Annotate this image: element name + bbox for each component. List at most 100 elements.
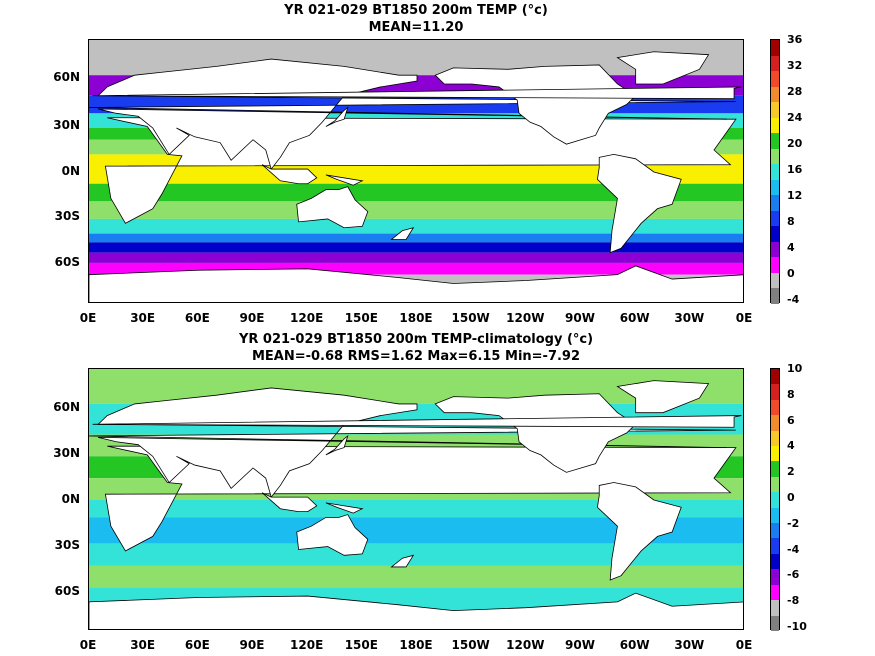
ocean-band <box>89 183 743 202</box>
colorbar-segment <box>771 507 779 524</box>
landmass <box>92 86 742 100</box>
colorbar-label: -6 <box>787 568 800 582</box>
panel1-ylabel: 30S <box>54 209 80 223</box>
panel2-title: YR 021-029 BT1850 200m TEMP-climatology … <box>238 332 594 347</box>
colorbar-label: 4 <box>787 241 795 254</box>
colorbar-segment <box>771 257 779 273</box>
colorbar-segment <box>771 430 779 447</box>
colorbar-segment <box>771 600 779 616</box>
landmass <box>296 186 369 229</box>
landmass <box>390 227 415 240</box>
colorbar-segment <box>771 179 779 196</box>
landmass <box>89 592 743 629</box>
panel2-ylabel: 0N <box>61 492 80 506</box>
panel2-xlabel: 0E <box>79 638 97 652</box>
panel1-ylabel: 30N <box>53 118 80 132</box>
colorbar-segment <box>771 241 779 258</box>
colorbar-label: 8 <box>787 387 795 401</box>
landmass <box>596 153 682 254</box>
colorbar-segment <box>771 164 779 180</box>
panel2-xlabel: 30E <box>130 638 156 652</box>
ocean-band <box>89 565 743 588</box>
panel2-xlabel: 30W <box>674 638 705 652</box>
panel1-xlabel: 90E <box>239 311 265 325</box>
colorbar-label: 28 <box>787 85 803 98</box>
ocean-band <box>89 233 743 243</box>
ocean-band <box>89 218 743 234</box>
panel2-ylabel: 30N <box>53 446 80 460</box>
panel1-mean: MEAN=11.20 <box>368 20 464 35</box>
panel2-xlabel: 150E <box>344 638 378 652</box>
ocean-band <box>89 201 743 219</box>
colorbar-segment <box>771 148 779 165</box>
colorbar-segment <box>771 476 779 493</box>
colorbar-label: 24 <box>787 111 803 124</box>
colorbar-segment <box>771 569 779 585</box>
panel2-xlabel: 60W <box>619 638 650 652</box>
colorbar-segment <box>771 102 779 118</box>
panel2-xlabel: 60E <box>184 638 210 652</box>
colorbar-segment <box>771 523 779 539</box>
panel2-stats: MEAN=-0.68 RMS=1.62 Max=6.15 Min=-7.92 <box>251 349 581 364</box>
colorbar-segment <box>771 40 779 56</box>
panel1-title: YR 021-029 BT1850 200m TEMP (°c) <box>284 3 548 18</box>
panel1-xlabel: 30W <box>674 311 705 325</box>
colorbar-label: -4 <box>787 293 800 306</box>
panel2-xlabel: 120E <box>290 638 324 652</box>
colorbar-segment <box>771 71 779 87</box>
colorbar-segment <box>771 584 779 601</box>
ocean-band <box>89 262 743 275</box>
colorbar-label: 8 <box>787 215 795 228</box>
colorbar-segment <box>771 461 779 477</box>
colorbar-label: 32 <box>787 59 803 72</box>
landmass <box>261 164 318 185</box>
colorbar-segment <box>771 288 779 304</box>
colorbar-segment <box>771 399 779 416</box>
colorbar-segment <box>771 195 779 211</box>
panel2-xlabel: 150W <box>451 638 490 652</box>
panel1-xlabel: 60W <box>619 311 650 325</box>
colorbar-segment <box>771 369 779 385</box>
colorbar-segment <box>771 272 779 289</box>
colorbar-segment <box>771 55 779 72</box>
panel2-xlabel: 120W <box>506 638 545 652</box>
panel1-ylabel: 60S <box>54 255 80 269</box>
panel1-map <box>88 39 744 303</box>
panel1-xlabel: 120W <box>506 311 545 325</box>
colorbar-label: -8 <box>787 594 800 608</box>
colorbar-segment <box>771 538 779 554</box>
colorbar-label: -2 <box>787 516 800 530</box>
panel2-ylabel: 60S <box>54 584 80 598</box>
landmass <box>325 434 349 456</box>
panel2-xlabel: 0E <box>735 638 753 652</box>
panel1-ylabel: 60N <box>53 70 80 84</box>
landmass <box>596 482 682 581</box>
colorbar-label: 16 <box>787 163 803 176</box>
landmass <box>325 174 364 186</box>
ocean-band <box>89 252 743 263</box>
colorbar-label: 2 <box>787 465 795 479</box>
colorbar-segment <box>771 117 779 134</box>
landmass <box>616 380 710 414</box>
landmass <box>89 265 743 302</box>
colorbar-segment <box>771 86 779 103</box>
panel2-colorbar <box>770 368 780 631</box>
panel1-xlabel: 0E <box>735 311 753 325</box>
colorbar-label: -10 <box>787 620 807 633</box>
landmass <box>89 58 736 170</box>
colorbar-segment <box>771 384 779 400</box>
colorbar-segment <box>771 615 779 631</box>
colorbar-segment <box>771 226 779 242</box>
ocean-band <box>89 242 743 253</box>
panel1-xlabel: 150W <box>451 311 490 325</box>
panel1-ylabel: 0N <box>61 164 80 178</box>
colorbar-label: 0 <box>787 491 795 504</box>
panel1-xlabel: 120E <box>290 311 324 325</box>
landmass <box>89 387 736 498</box>
panel1-xlabel: 150E <box>344 311 378 325</box>
colorbar-label: 6 <box>787 413 795 427</box>
landmass <box>92 415 742 428</box>
landmass <box>261 492 318 513</box>
colorbar-segment <box>771 553 779 570</box>
panel1-xlabel: 90W <box>565 311 595 325</box>
